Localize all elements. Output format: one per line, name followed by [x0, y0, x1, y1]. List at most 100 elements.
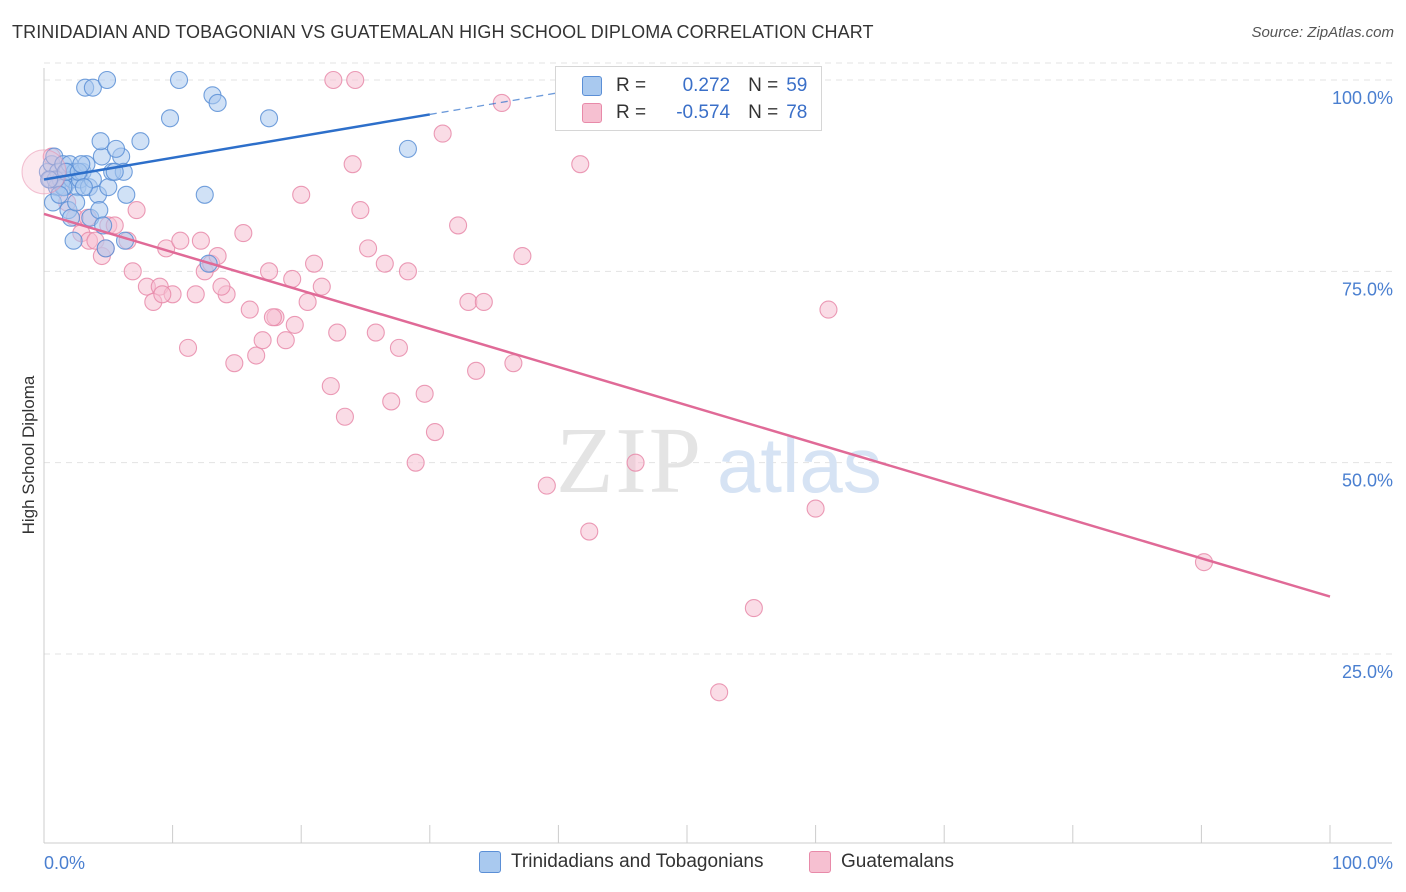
ticks-layer: 100.0% 75.0% 50.0% 25.0% 0.0% 100.0% [44, 88, 1393, 873]
blue-point [106, 139, 126, 158]
blue-point [160, 109, 180, 128]
blue-trend-extension [429, 92, 559, 116]
pink-point [191, 231, 210, 250]
axes-layer [43, 68, 1392, 844]
pink-point [626, 453, 645, 472]
pink-point [492, 93, 511, 113]
blue-point [96, 239, 115, 258]
pink-point [346, 70, 365, 90]
legend-box: R = 0.272 N = 59 R = -0.574 N = 78 [555, 66, 822, 131]
bottom-legend-pink: Guatemalans [809, 851, 954, 873]
pink-point [580, 522, 599, 541]
blue-point [208, 93, 227, 113]
pink-point [335, 407, 354, 426]
pink-point [298, 292, 317, 311]
bottom-legend-swatch-blue [479, 851, 501, 873]
pink-point [806, 499, 825, 518]
bottom-legend-label-blue: Trinidadians and Tobagonians [511, 851, 764, 872]
pink-point [406, 453, 425, 472]
blue-point [83, 78, 102, 97]
pink-point [351, 201, 370, 220]
legend-r-label: R = [616, 102, 647, 123]
pink-point [366, 323, 385, 342]
blue-point [195, 185, 214, 204]
pink-point [449, 216, 468, 235]
y-tick-label: 75.0% [1342, 279, 1393, 299]
legend-n-value: 78 [786, 102, 808, 123]
pink-point [744, 599, 763, 618]
pink-point [375, 254, 394, 273]
pink-point [285, 315, 304, 334]
legend-row-blue: R = 0.272 N = 59 [582, 73, 807, 99]
pink-point [382, 392, 401, 411]
bottom-legend-swatch-pink [809, 851, 831, 873]
pink-point [123, 262, 142, 281]
blue-point [398, 139, 417, 158]
blue-point [67, 193, 86, 212]
y-axis-label: High School Diploma [19, 375, 38, 534]
pink-point [537, 476, 556, 495]
pink-point [425, 423, 444, 442]
pink-point [186, 285, 205, 304]
pink-point-large [21, 149, 67, 195]
pink-point [178, 338, 198, 357]
bottom-legend-blue: Trinidadians and Tobagonians [479, 851, 763, 873]
pink-point [153, 285, 172, 304]
pink-point [513, 246, 532, 266]
grid-layer [44, 62, 1392, 655]
pink-point [321, 377, 340, 396]
pink-point [305, 254, 324, 273]
pink-point [312, 277, 331, 296]
pink-point [324, 70, 343, 90]
blue-point [64, 231, 83, 250]
watermark: ZIP atlas [556, 409, 882, 513]
pink-point [240, 300, 259, 319]
pink-point [398, 262, 417, 281]
pink-point [467, 361, 486, 380]
pink-point [504, 354, 523, 373]
blue-point [72, 155, 91, 174]
legend-n-value: 59 [786, 75, 808, 96]
pink-point [247, 346, 266, 365]
pink-point [459, 292, 478, 311]
pink-point [171, 231, 190, 250]
chart-title: TRINIDADIAN AND TOBAGONIAN VS GUATEMALAN… [12, 22, 874, 42]
pink-point [253, 331, 272, 350]
pink-point [328, 323, 347, 342]
legend-row-pink: R = -0.574 N = 78 [582, 100, 807, 126]
pink-point [359, 239, 378, 258]
pink-point [819, 300, 838, 319]
pink-point [433, 124, 452, 143]
legend-r-label: R = [616, 75, 647, 96]
blue-point [99, 178, 118, 197]
legend-n-label: N = [748, 75, 779, 96]
pink-point [127, 201, 146, 220]
blue-point [259, 109, 279, 128]
trend-layer [43, 92, 1331, 598]
pink-point [415, 384, 434, 403]
legend-swatch-pink [582, 103, 602, 123]
pink-point [263, 308, 282, 327]
pink-trend-line [43, 212, 1331, 598]
pink-point [259, 262, 279, 281]
x-tick-label: 100.0% [1332, 853, 1393, 873]
pink-point [389, 338, 408, 357]
legend-swatch-blue [582, 76, 602, 96]
pink-point [276, 331, 295, 350]
pink-point [571, 155, 590, 174]
blue-point [169, 70, 189, 90]
chart-source: Source: ZipAtlas.com [1251, 24, 1394, 41]
watermark-atlas: atlas [717, 421, 882, 509]
bottom-legend-label-pink: Guatemalans [841, 851, 955, 872]
legend-n-label: N = [748, 102, 779, 123]
y-tick-label: 50.0% [1342, 471, 1393, 491]
legend-r-value: 0.272 [682, 75, 731, 96]
x-tick-label: 0.0% [44, 853, 85, 873]
y-tick-label: 100.0% [1332, 88, 1393, 108]
blue-point [97, 70, 117, 90]
pink-point [234, 224, 253, 243]
blue-point [91, 132, 110, 151]
blue-point [90, 201, 109, 220]
pink-point [710, 683, 729, 702]
